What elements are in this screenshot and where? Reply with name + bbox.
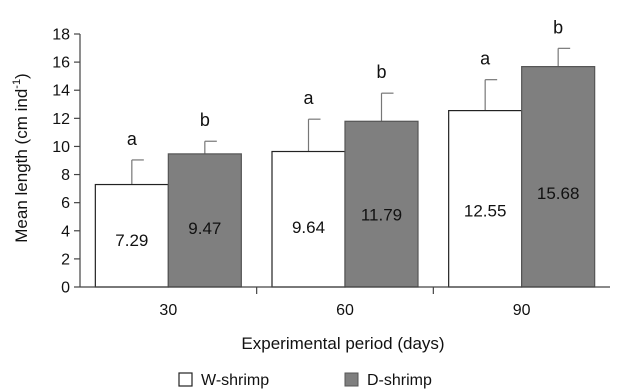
x-tick-label-60: 60 xyxy=(336,302,354,319)
y-axis-title: Mean length (cm ind-1) xyxy=(11,73,31,242)
x-tick-label-30: 30 xyxy=(159,302,177,319)
legend-swatch-w-shrimp xyxy=(178,372,193,387)
data-label-d-shrimp-60: 11.79 xyxy=(361,206,402,225)
labels-layer: 0 2 4 6 8 10 12 14 16 18 30 7.29 a 9.47 b 60 9.64 a 11.79 b… xyxy=(52,17,579,319)
bar-w-shrimp-90 xyxy=(448,110,523,288)
y-tick-label-8: 8 xyxy=(61,167,70,184)
y-tick-label-2: 2 xyxy=(61,251,70,268)
y-axis-title-superscript: -1 xyxy=(11,79,23,89)
significance-label-d-shrimp-60: b xyxy=(376,62,386,82)
significance-label-w-shrimp-90: a xyxy=(480,49,491,69)
data-label-w-shrimp-90: 12.55 xyxy=(464,201,507,220)
x-axis-title: Experimental period (days) xyxy=(241,334,444,353)
y-tick-label-10: 10 xyxy=(52,139,70,156)
y-tick-label-14: 14 xyxy=(52,83,70,100)
axes-layer xyxy=(74,33,610,294)
legend-swatch-d-shrimp xyxy=(344,372,359,387)
legend-label-d-shrimp: D-shrimp xyxy=(367,372,432,389)
y-tick-label-16: 16 xyxy=(52,55,70,72)
bar-d-shrimp-90 xyxy=(521,66,596,288)
significance-label-d-shrimp-90: b xyxy=(553,17,563,37)
data-label-d-shrimp-30: 9.47 xyxy=(188,219,221,238)
significance-label-w-shrimp-30: a xyxy=(127,129,138,149)
y-axis-title-main: Mean length (cm ind xyxy=(12,89,31,243)
data-label-w-shrimp-60: 9.64 xyxy=(292,218,325,237)
significance-label-w-shrimp-60: a xyxy=(303,88,314,108)
y-tick-label-4: 4 xyxy=(61,223,70,240)
y-tick-label-12: 12 xyxy=(52,111,70,128)
significance-label-d-shrimp-30: b xyxy=(200,110,210,130)
y-tick-label-6: 6 xyxy=(61,195,70,212)
x-tick-label-90: 90 xyxy=(513,302,531,319)
y-axis-title-close: ) xyxy=(12,73,31,79)
bars-layer xyxy=(94,47,596,288)
bar-d-shrimp-60 xyxy=(344,120,419,288)
data-label-w-shrimp-30: 7.29 xyxy=(115,231,148,250)
data-label-d-shrimp-90: 15.68 xyxy=(537,184,580,203)
y-tick-label-0: 0 xyxy=(61,280,70,297)
legend-label-w-shrimp: W-shrimp xyxy=(201,372,269,389)
legend: W-shrimp D-shrimp xyxy=(178,372,432,389)
y-tick-label-18: 18 xyxy=(52,27,70,44)
bar-w-shrimp-30 xyxy=(94,183,169,288)
